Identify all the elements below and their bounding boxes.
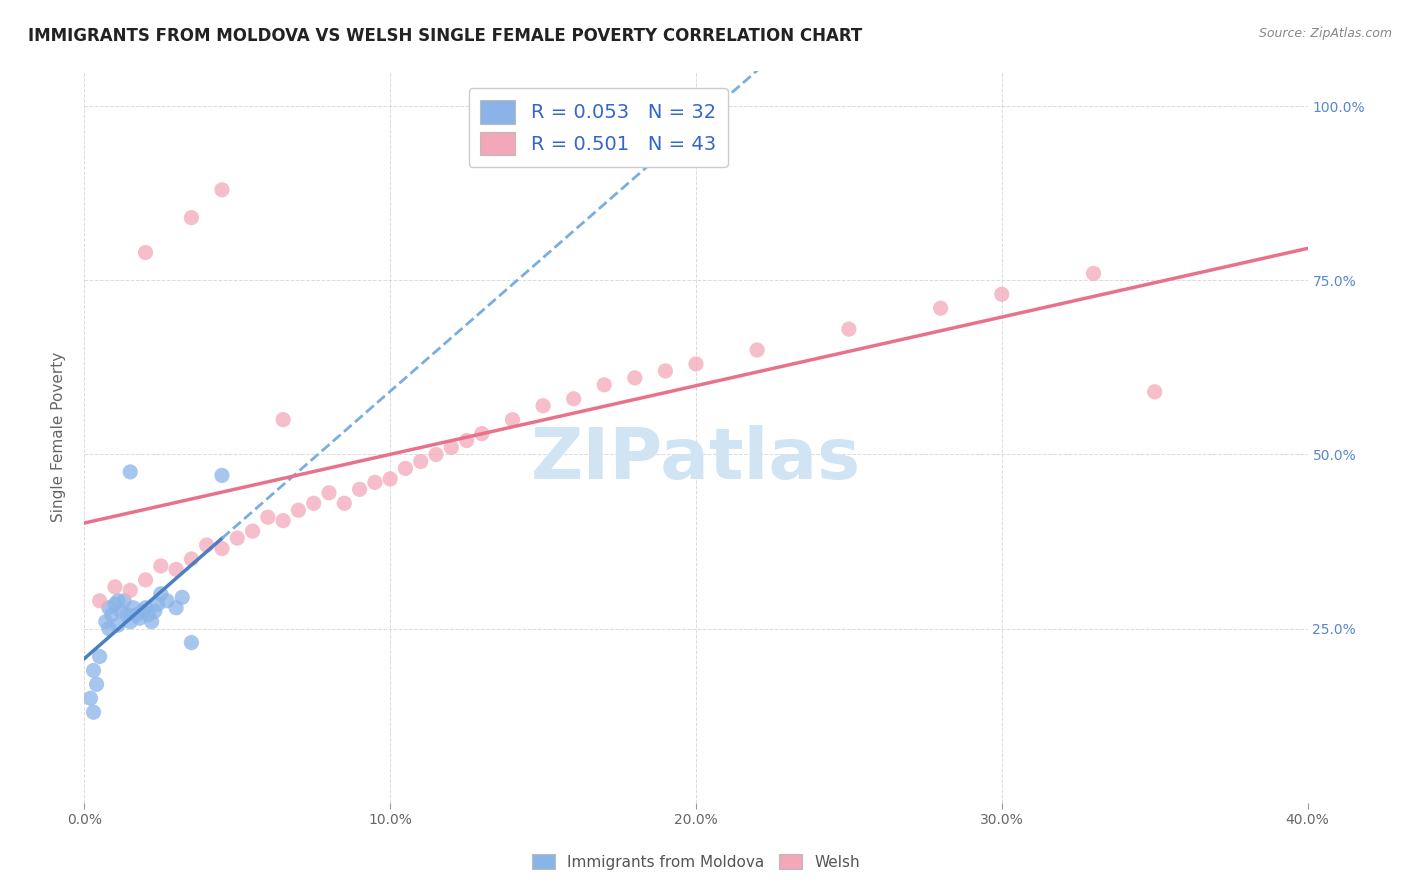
Point: [110, 604, 132, 618]
Point: [131, 604, 153, 618]
Point: [257, 510, 280, 524]
Point: [271, 412, 294, 426]
Point: [929, 301, 952, 316]
Point: [101, 607, 124, 622]
Point: [125, 607, 148, 622]
Point: [226, 531, 249, 545]
Point: [380, 472, 402, 486]
Point: [394, 461, 416, 475]
Text: ZIPatlas: ZIPatlas: [531, 425, 860, 493]
Point: [440, 441, 463, 455]
Point: [593, 377, 616, 392]
Point: [242, 524, 264, 538]
Point: [349, 483, 371, 497]
Point: [562, 392, 585, 406]
Point: [122, 600, 145, 615]
Point: [135, 245, 157, 260]
Point: [120, 583, 142, 598]
Point: [211, 468, 233, 483]
Point: [287, 503, 309, 517]
Point: [531, 399, 554, 413]
Point: [195, 538, 218, 552]
Point: [138, 607, 160, 622]
Point: [654, 364, 676, 378]
Point: [211, 541, 233, 556]
Point: [143, 604, 166, 618]
Point: [172, 591, 194, 605]
Point: [364, 475, 387, 490]
Point: [141, 615, 163, 629]
Point: [180, 552, 202, 566]
Point: [149, 558, 172, 573]
Point: [79, 691, 101, 706]
Point: [89, 594, 111, 608]
Point: [318, 485, 340, 500]
Point: [107, 618, 129, 632]
Point: [425, 448, 447, 462]
Point: [502, 412, 524, 426]
Point: [165, 600, 187, 615]
Point: [1083, 266, 1105, 280]
Y-axis label: Single Female Poverty: Single Female Poverty: [51, 352, 66, 522]
Point: [271, 514, 294, 528]
Point: [685, 357, 707, 371]
Legend: Immigrants from Moldova, Welsh: Immigrants from Moldova, Welsh: [526, 847, 866, 876]
Point: [165, 562, 187, 576]
Point: [115, 607, 138, 622]
Point: [211, 183, 233, 197]
Point: [120, 465, 142, 479]
Point: [97, 622, 120, 636]
Point: [302, 496, 325, 510]
Point: [83, 664, 105, 678]
Point: [456, 434, 478, 448]
Point: [1143, 384, 1166, 399]
Point: [991, 287, 1014, 301]
Point: [149, 587, 172, 601]
Point: [94, 615, 117, 629]
Point: [135, 600, 157, 615]
Point: [333, 496, 356, 510]
Text: Source: ZipAtlas.com: Source: ZipAtlas.com: [1258, 27, 1392, 40]
Point: [97, 600, 120, 615]
Point: [120, 615, 142, 629]
Text: IMMIGRANTS FROM MOLDOVA VS WELSH SINGLE FEMALE POVERTY CORRELATION CHART: IMMIGRANTS FROM MOLDOVA VS WELSH SINGLE …: [28, 27, 862, 45]
Point: [112, 594, 135, 608]
Point: [409, 454, 432, 468]
Point: [135, 573, 157, 587]
Point: [156, 594, 179, 608]
Point: [838, 322, 860, 336]
Point: [86, 677, 108, 691]
Point: [747, 343, 769, 357]
Point: [624, 371, 647, 385]
Point: [107, 594, 129, 608]
Point: [128, 611, 150, 625]
Point: [83, 705, 105, 719]
Point: [180, 211, 202, 225]
Point: [471, 426, 494, 441]
Point: [180, 635, 202, 649]
Point: [104, 597, 127, 611]
Point: [146, 597, 169, 611]
Point: [104, 580, 127, 594]
Point: [89, 649, 111, 664]
